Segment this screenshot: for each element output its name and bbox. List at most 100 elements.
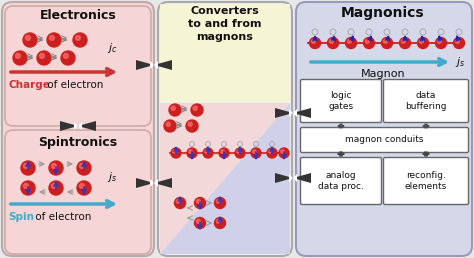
Circle shape bbox=[80, 183, 84, 188]
Text: Charge: Charge bbox=[8, 80, 50, 90]
Circle shape bbox=[194, 217, 206, 229]
Text: $j_s$: $j_s$ bbox=[107, 170, 117, 184]
Circle shape bbox=[37, 51, 51, 65]
Text: $j_c$: $j_c$ bbox=[107, 41, 118, 55]
Circle shape bbox=[171, 106, 175, 110]
Text: Spin: Spin bbox=[8, 212, 34, 222]
Circle shape bbox=[189, 150, 192, 153]
Circle shape bbox=[436, 37, 447, 49]
Circle shape bbox=[77, 181, 91, 195]
Text: analog
data proc.: analog data proc. bbox=[318, 171, 364, 191]
Circle shape bbox=[383, 39, 387, 43]
Circle shape bbox=[219, 148, 229, 158]
Circle shape bbox=[281, 150, 284, 153]
Text: Spintronics: Spintronics bbox=[38, 136, 118, 149]
Polygon shape bbox=[289, 174, 297, 182]
Circle shape bbox=[21, 181, 35, 195]
Polygon shape bbox=[293, 108, 311, 118]
FancyBboxPatch shape bbox=[383, 79, 468, 123]
Circle shape bbox=[269, 150, 272, 153]
Circle shape bbox=[196, 199, 201, 203]
FancyBboxPatch shape bbox=[160, 4, 290, 102]
Circle shape bbox=[21, 161, 35, 175]
Circle shape bbox=[196, 219, 201, 223]
Polygon shape bbox=[74, 122, 82, 130]
Circle shape bbox=[73, 33, 87, 47]
Circle shape bbox=[419, 39, 423, 43]
Circle shape bbox=[77, 161, 91, 175]
Polygon shape bbox=[154, 60, 172, 70]
FancyBboxPatch shape bbox=[2, 2, 154, 256]
Circle shape bbox=[173, 150, 176, 153]
Circle shape bbox=[438, 39, 441, 43]
Circle shape bbox=[188, 122, 192, 126]
Circle shape bbox=[75, 35, 81, 40]
Text: Magnon: Magnon bbox=[361, 69, 405, 79]
FancyBboxPatch shape bbox=[5, 130, 151, 254]
Polygon shape bbox=[150, 179, 158, 187]
FancyBboxPatch shape bbox=[383, 157, 468, 205]
Circle shape bbox=[166, 122, 170, 126]
Circle shape bbox=[215, 198, 226, 208]
Circle shape bbox=[235, 148, 245, 158]
Circle shape bbox=[191, 104, 203, 116]
Circle shape bbox=[47, 33, 61, 47]
Circle shape bbox=[456, 39, 459, 43]
Circle shape bbox=[194, 198, 206, 208]
Circle shape bbox=[267, 148, 277, 158]
Polygon shape bbox=[78, 121, 96, 131]
Circle shape bbox=[364, 37, 374, 49]
Circle shape bbox=[346, 37, 356, 49]
Circle shape bbox=[221, 150, 224, 153]
FancyBboxPatch shape bbox=[301, 79, 382, 123]
Circle shape bbox=[64, 53, 68, 58]
Circle shape bbox=[171, 148, 181, 158]
Circle shape bbox=[253, 150, 256, 153]
Text: Converters
to and from
magnons: Converters to and from magnons bbox=[188, 6, 262, 42]
Polygon shape bbox=[136, 60, 154, 70]
Polygon shape bbox=[154, 178, 172, 188]
FancyBboxPatch shape bbox=[296, 2, 472, 256]
Polygon shape bbox=[150, 61, 158, 69]
Circle shape bbox=[169, 104, 181, 116]
Polygon shape bbox=[289, 109, 297, 117]
Circle shape bbox=[187, 148, 197, 158]
Polygon shape bbox=[160, 103, 290, 254]
Circle shape bbox=[61, 51, 75, 65]
FancyBboxPatch shape bbox=[301, 127, 468, 152]
Polygon shape bbox=[275, 173, 293, 183]
Text: magnon conduits: magnon conduits bbox=[345, 135, 424, 144]
Circle shape bbox=[454, 37, 465, 49]
Circle shape bbox=[174, 198, 185, 208]
Polygon shape bbox=[275, 108, 293, 118]
Circle shape bbox=[26, 35, 30, 40]
Text: Electronics: Electronics bbox=[40, 9, 117, 22]
FancyBboxPatch shape bbox=[301, 157, 382, 205]
Polygon shape bbox=[60, 121, 78, 131]
Polygon shape bbox=[160, 4, 290, 102]
Circle shape bbox=[401, 39, 405, 43]
Circle shape bbox=[49, 35, 55, 40]
Circle shape bbox=[193, 106, 197, 110]
Circle shape bbox=[279, 148, 289, 158]
Circle shape bbox=[39, 53, 45, 58]
Circle shape bbox=[382, 37, 392, 49]
Polygon shape bbox=[293, 173, 311, 183]
Circle shape bbox=[251, 148, 261, 158]
Circle shape bbox=[49, 181, 63, 195]
Circle shape bbox=[217, 219, 220, 223]
Circle shape bbox=[23, 164, 28, 168]
Circle shape bbox=[52, 164, 56, 168]
Circle shape bbox=[217, 199, 220, 203]
Circle shape bbox=[329, 39, 333, 43]
Circle shape bbox=[203, 148, 213, 158]
Circle shape bbox=[418, 37, 428, 49]
Circle shape bbox=[365, 39, 369, 43]
Polygon shape bbox=[136, 178, 154, 188]
Circle shape bbox=[237, 150, 240, 153]
Text: data
buffering: data buffering bbox=[405, 91, 447, 111]
Polygon shape bbox=[160, 103, 290, 254]
Circle shape bbox=[186, 120, 198, 132]
Circle shape bbox=[400, 37, 410, 49]
Circle shape bbox=[80, 164, 84, 168]
